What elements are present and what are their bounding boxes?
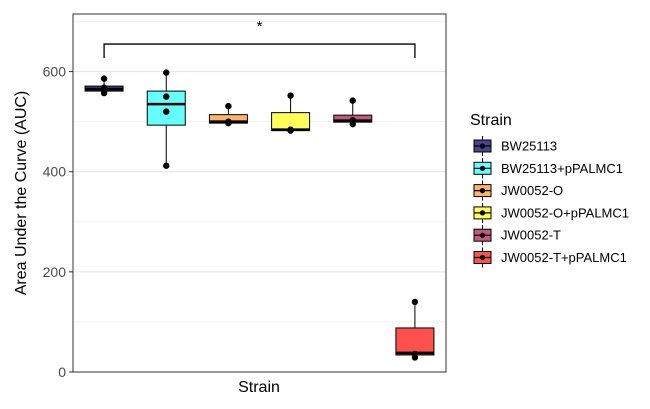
y-tick-label: 400 (43, 164, 67, 180)
legend-item-3: JW0052-O+pPALMC1 (473, 202, 629, 223)
box-4 (333, 97, 373, 128)
legend-item-1: BW25113+pPALMC1 (473, 158, 623, 179)
data-point (349, 97, 356, 104)
bracket-line (103, 43, 416, 59)
box-2 (208, 102, 248, 127)
box-3 (271, 92, 311, 134)
data-point (163, 108, 170, 115)
x-axis-title: Strain (238, 379, 280, 396)
legend-key-point (479, 165, 486, 171)
legend-label: JW0052-O (501, 183, 563, 198)
legend-label: JW0052-O+pPALMC1 (501, 205, 629, 220)
data-point (411, 298, 419, 306)
legend-item-5: JW0052-T+pPALMC1 (473, 247, 627, 268)
panel-border (72, 13, 447, 373)
legend-key-point (479, 188, 486, 194)
y-axis-title: Area Under the Curve (AUC) (13, 91, 30, 296)
legend-label: BW25113+pPALMC1 (501, 161, 623, 176)
legend: Strain BW25113 BW25113+pPALMC1 JW0052-O JW0… (470, 112, 629, 268)
data-point (287, 126, 294, 133)
legend-items: BW25113 BW25113+pPALMC1 JW0052-O JW0052-O+p… (473, 136, 629, 268)
data-point (225, 102, 232, 110)
data-point (163, 93, 170, 100)
data-point (100, 75, 108, 82)
legend-key-point (479, 210, 486, 216)
legend-key-point (479, 143, 486, 149)
legend-title: Strain (470, 112, 512, 129)
legend-label: JW0052-T (501, 228, 561, 243)
legend-label: BW25113 (501, 139, 557, 154)
data-point (349, 116, 356, 124)
y-tick-label: 200 (43, 264, 67, 280)
box-1 (146, 69, 186, 169)
legend-label: JW0052-T+pPALMC1 (501, 250, 627, 265)
box-0 (84, 75, 124, 97)
data-point (225, 118, 232, 125)
legend-key-point (479, 254, 486, 261)
significance-bracket: * (103, 18, 416, 59)
plot-area: * (72, 13, 447, 373)
legend-item-0: BW25113 (473, 136, 557, 156)
data-point (100, 89, 108, 97)
legend-item-4: JW0052-T (473, 225, 561, 246)
y-axis: 0 200 400 600 (43, 64, 73, 380)
data-point (287, 92, 294, 99)
legend-key-point (479, 232, 486, 238)
data-point (411, 350, 419, 358)
data-point (100, 84, 108, 91)
data-point (163, 69, 170, 76)
legend-item-2: JW0052-O (473, 180, 563, 201)
box-5 (395, 298, 435, 361)
data-point (163, 162, 170, 169)
y-tick-label: 0 (58, 364, 66, 380)
significance-label: * (257, 18, 263, 35)
y-tick-label: 600 (43, 64, 67, 80)
